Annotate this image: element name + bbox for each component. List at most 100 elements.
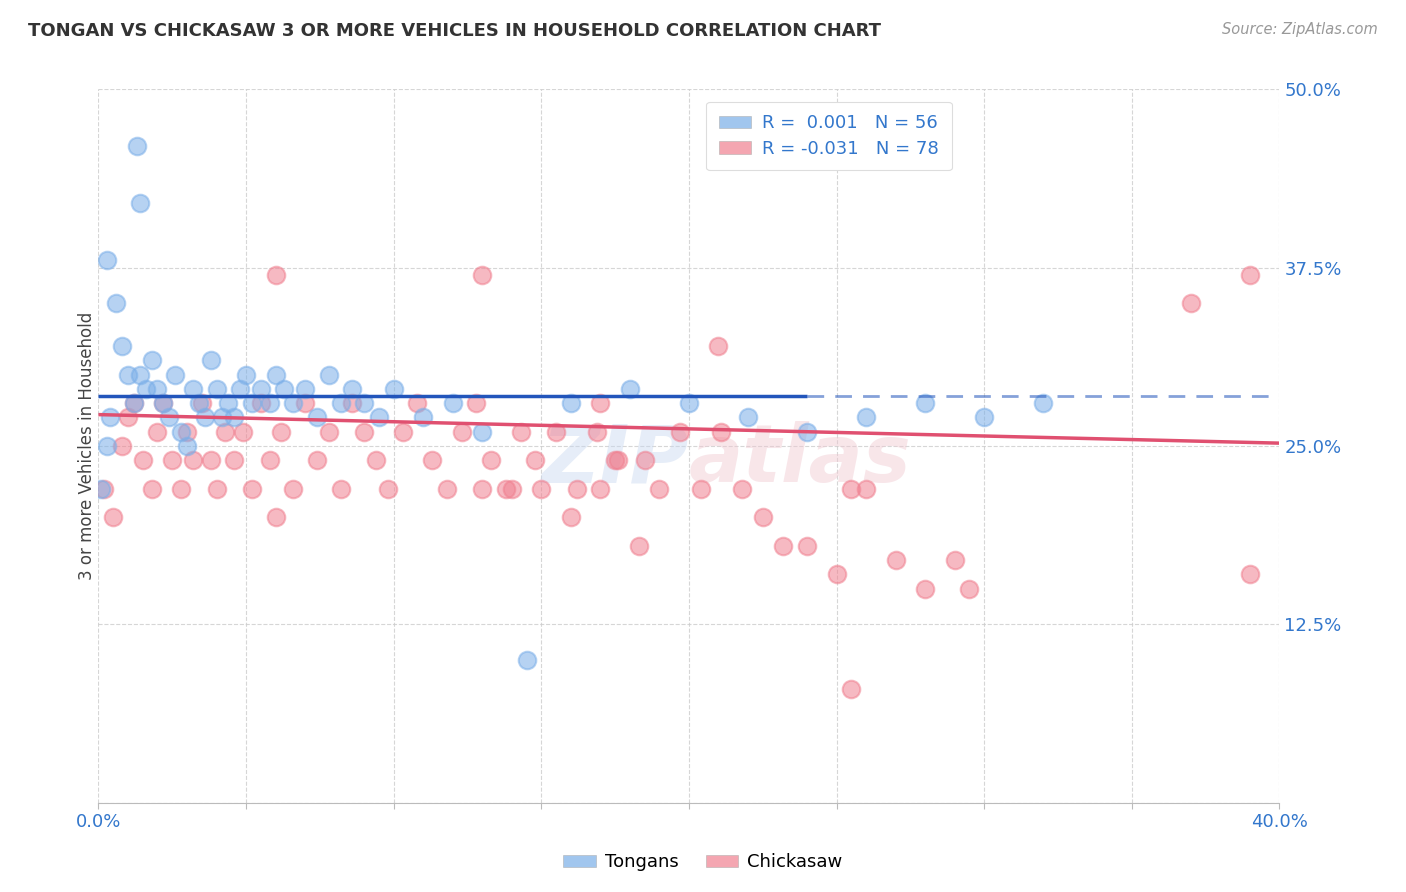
Point (524, 453, 547, 467)
Point (181, 382, 204, 396)
Point (884, 553, 907, 567)
Point (465, 396, 488, 410)
Point (128, 368, 150, 382)
Point (152, 396, 174, 410)
Point (152, 396, 174, 410)
Point (471, 425, 494, 439)
Point (471, 268, 494, 282)
Point (200, 353, 222, 368)
Point (111, 339, 134, 353)
Text: TONGAN VS CHICKASAW 3 OR MORE VEHICLES IN HOUSEHOLD CORRELATION CHART: TONGAN VS CHICKASAW 3 OR MORE VEHICLES I… (28, 22, 882, 40)
Text: Source: ZipAtlas.com: Source: ZipAtlas.com (1222, 22, 1378, 37)
Point (560, 510, 582, 524)
Point (839, 482, 862, 496)
Point (98, 410, 121, 425)
Point (471, 482, 494, 496)
Point (194, 410, 217, 425)
Point (318, 425, 340, 439)
Point (710, 425, 733, 439)
Point (191, 396, 214, 410)
Point (368, 410, 391, 425)
Point (689, 482, 711, 496)
Point (125, 139, 148, 153)
Point (132, 453, 155, 467)
Point (509, 425, 531, 439)
Point (200, 453, 222, 467)
Point (737, 410, 759, 425)
Point (214, 425, 236, 439)
Point (342, 382, 364, 396)
Point (441, 396, 464, 410)
Point (586, 425, 609, 439)
Point (412, 410, 434, 425)
Point (530, 482, 553, 496)
Point (250, 382, 273, 396)
Point (224, 410, 246, 425)
Point (391, 425, 413, 439)
Point (135, 382, 157, 396)
Point (96, 253, 118, 268)
Point (141, 482, 163, 496)
Point (205, 382, 228, 396)
Point (796, 425, 818, 439)
Point (501, 482, 523, 496)
Point (270, 425, 292, 439)
Point (122, 396, 145, 410)
Point (364, 453, 387, 467)
Point (731, 482, 754, 496)
Point (515, 653, 537, 667)
Point (382, 382, 405, 396)
Point (283, 482, 305, 496)
Point (96, 439, 118, 453)
Point (240, 396, 263, 410)
Point (565, 482, 588, 496)
Point (707, 339, 730, 353)
Point (170, 482, 193, 496)
Point (450, 425, 472, 439)
Point (157, 410, 180, 425)
Point (224, 453, 246, 467)
Point (495, 482, 517, 496)
Text: ZIP: ZIP (541, 421, 689, 500)
Point (211, 410, 233, 425)
Point (90, 482, 112, 496)
Point (751, 510, 773, 524)
Point (914, 582, 936, 596)
Point (294, 382, 316, 396)
Point (839, 681, 862, 696)
Point (128, 196, 150, 211)
Point (855, 410, 877, 425)
Point (619, 382, 641, 396)
Legend: Tongans, Chickasaw: Tongans, Chickasaw (557, 847, 849, 879)
Point (283, 396, 305, 410)
Point (1239, 567, 1261, 582)
Point (633, 453, 655, 467)
Point (146, 425, 169, 439)
Point (544, 425, 567, 439)
Point (959, 582, 981, 596)
Point (176, 439, 198, 453)
Point (560, 396, 582, 410)
Point (250, 396, 273, 410)
Point (162, 453, 183, 467)
Point (329, 396, 352, 410)
Point (1239, 268, 1261, 282)
Point (217, 396, 239, 410)
Point (607, 453, 630, 467)
Point (678, 396, 700, 410)
Point (589, 482, 612, 496)
Point (264, 510, 287, 524)
Point (264, 368, 287, 382)
Point (103, 510, 125, 524)
Point (406, 396, 429, 410)
Point (648, 482, 671, 496)
Point (1032, 396, 1054, 410)
Point (240, 482, 263, 496)
Point (264, 268, 287, 282)
Point (589, 396, 612, 410)
Legend: R =  0.001   N = 56, R = -0.031   N = 78: R = 0.001 N = 56, R = -0.031 N = 78 (706, 102, 952, 170)
Point (318, 368, 340, 382)
Point (117, 368, 139, 382)
Point (273, 382, 295, 396)
Point (187, 396, 209, 410)
